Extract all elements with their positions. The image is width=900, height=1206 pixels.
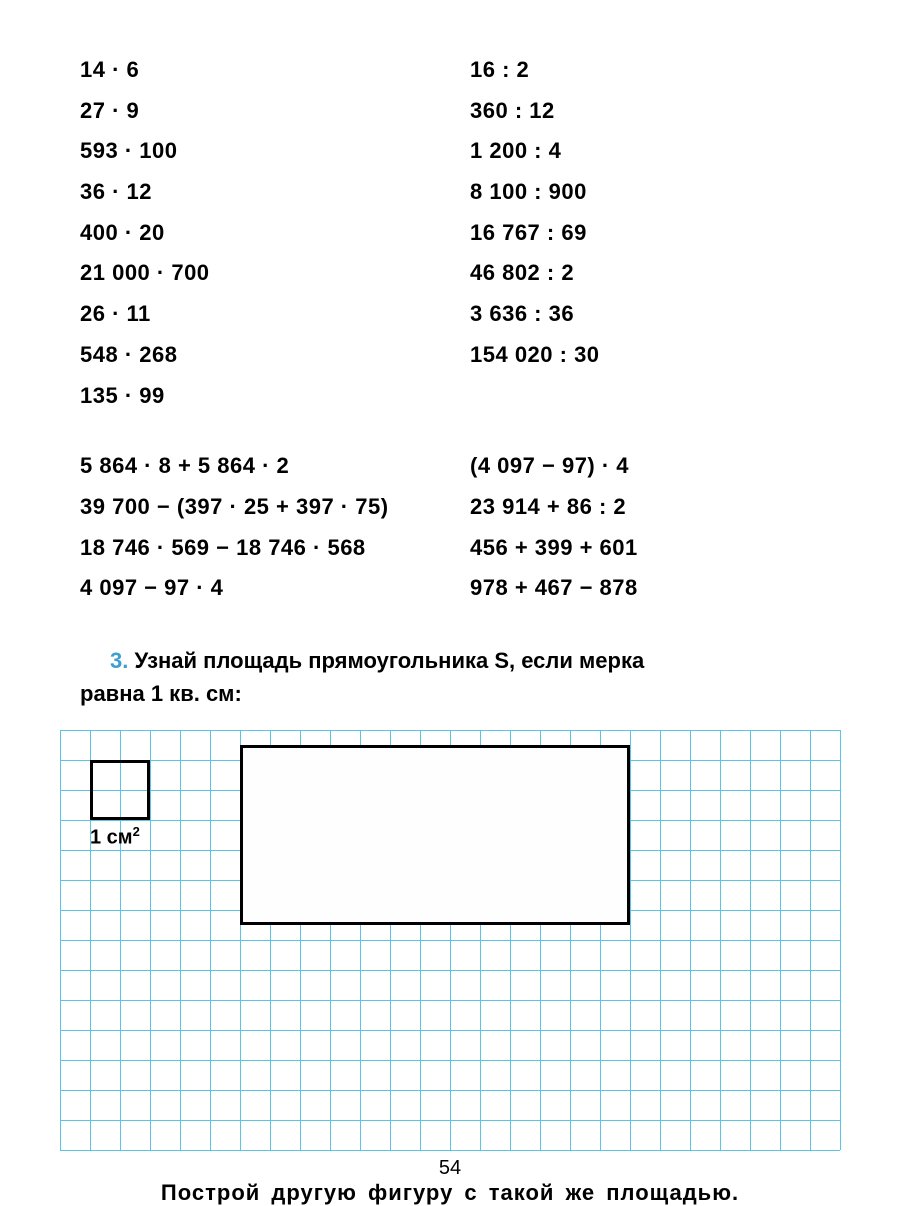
task-text-line1: Узнай площадь прямоугольника S, если мер… [134,648,644,673]
task-text-line2: равна 1 кв. см: [80,681,242,706]
measured-rectangle [240,745,630,925]
math-item: 14 · 6 [80,50,430,91]
math-item: 27 · 9 [80,91,430,132]
math-item: 1 200 : 4 [470,131,820,172]
math-item: 548 · 268 [80,335,430,376]
unit-square [90,760,150,820]
math-item: (4 097 − 97) · 4 [470,446,820,487]
math-item: 8 100 : 900 [470,172,820,213]
math-right-column: 16 : 2360 : 121 200 : 48 100 : 90016 767… [470,50,820,416]
unit-square-label: 1 см2 [90,824,140,850]
math-left-column: 14 · 627 · 9593 · 10036 · 12400 · 2021 0… [80,50,430,416]
arithmetic-columns: 14 · 627 · 9593 · 10036 · 12400 · 2021 0… [80,50,820,416]
math-item: 360 : 12 [470,91,820,132]
math-item: 154 020 : 30 [470,335,820,376]
math-item: 400 · 20 [80,213,430,254]
math-item: 135 · 99 [80,376,430,417]
math-item: 18 746 · 569 − 18 746 · 568 [80,528,430,569]
math-item: 456 + 399 + 601 [470,528,820,569]
math-item: 36 · 12 [80,172,430,213]
math-item: 978 + 467 − 878 [470,568,820,609]
bottom-instruction: Построй другую фигуру с такой же площадь… [80,1180,820,1206]
math-item: 3 636 : 36 [470,294,820,335]
math-item: 593 · 100 [80,131,430,172]
math-item: 46 802 : 2 [470,253,820,294]
task-prompt: 3. Узнай площадь прямоугольника S, если … [80,644,820,710]
math-item: 16 767 : 69 [470,213,820,254]
grid-workspace: 1 см2 [60,730,840,1150]
expr-right-column: (4 097 − 97) · 423 914 + 86 : 2456 + 399… [470,446,820,609]
math-item: 5 864 · 8 + 5 864 · 2 [80,446,430,487]
math-item: 39 700 − (397 · 25 + 397 · 75) [80,487,430,528]
task-number: 3. [80,648,128,673]
math-item: 21 000 · 700 [80,253,430,294]
expression-columns: 5 864 · 8 + 5 864 · 239 700 − (397 · 25 … [80,446,820,609]
math-item: 26 · 11 [80,294,430,335]
math-item: 4 097 − 97 · 4 [80,568,430,609]
page-number: 54 [0,1157,900,1180]
math-item: 16 : 2 [470,50,820,91]
expr-left-column: 5 864 · 8 + 5 864 · 239 700 − (397 · 25 … [80,446,430,609]
math-item: 23 914 + 86 : 2 [470,487,820,528]
